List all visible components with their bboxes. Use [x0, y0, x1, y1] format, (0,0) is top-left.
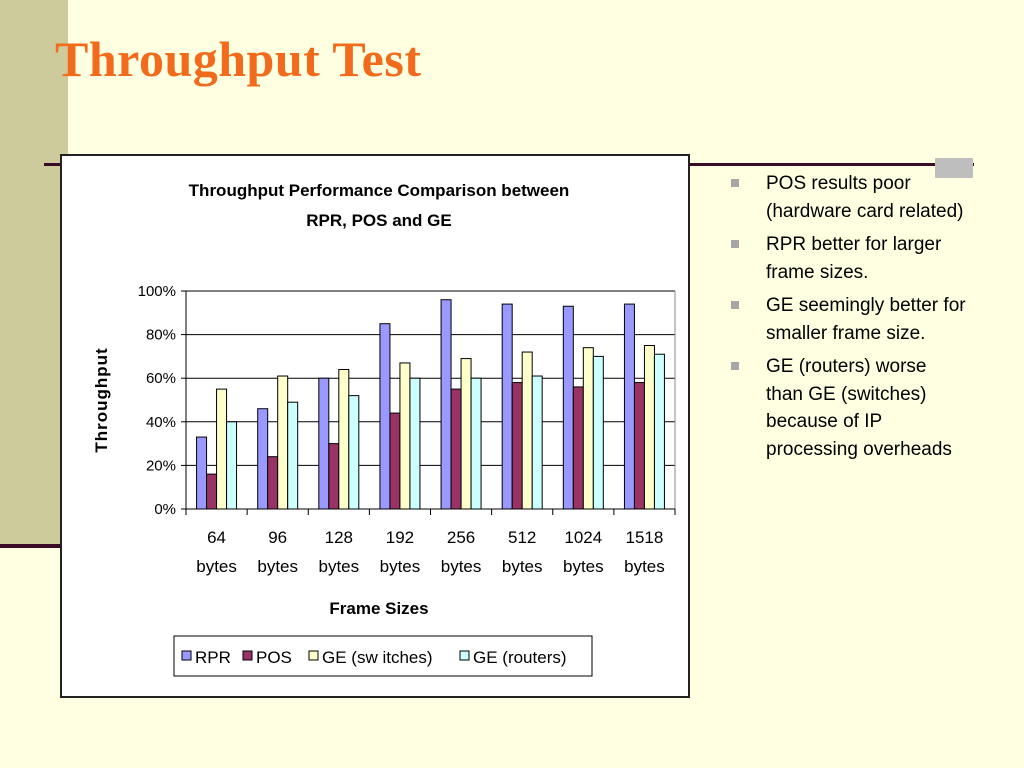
- bar-0: [623, 303, 635, 510]
- y-tick-label: 20%: [146, 457, 176, 474]
- chart-title: Throughput Performance Comparison betwee…: [189, 181, 570, 200]
- square-bullet-icon: [731, 240, 739, 248]
- bullet-text: GE seemingly better for smaller frame si…: [766, 295, 966, 344]
- y-tick-label: 40%: [146, 414, 176, 431]
- bar-2: [460, 358, 472, 510]
- bar-0: [501, 303, 513, 510]
- x-tick-label: 192: [386, 528, 414, 547]
- legend-label: RPR: [195, 648, 231, 667]
- bar-3: [653, 353, 665, 510]
- x-tick-label: bytes: [318, 557, 359, 576]
- bullet-item: RPR better for larger frame sizes.: [728, 231, 968, 286]
- bar-3: [531, 375, 543, 510]
- bullet-text: RPR better for larger frame sizes.: [766, 234, 942, 283]
- bar-0: [379, 323, 391, 510]
- bar-0: [257, 408, 269, 510]
- y-tick-label: 80%: [146, 327, 176, 344]
- y-axis-title: Throughput: [92, 347, 111, 452]
- bullet-item: GE (routers) worse than GE (switches) be…: [728, 353, 968, 463]
- bar-3: [287, 401, 299, 510]
- x-tick-label: bytes: [196, 557, 237, 576]
- bar-2: [521, 351, 533, 510]
- x-tick-label: 1518: [626, 528, 664, 547]
- bar-2: [643, 345, 655, 510]
- bar-2: [582, 347, 594, 510]
- bar-1: [389, 412, 401, 510]
- square-bullet-icon: [731, 362, 739, 370]
- legend-swatch: [181, 650, 192, 661]
- throughput-chart: Throughput Performance Comparison betwee…: [92, 181, 676, 677]
- bar-0: [440, 299, 452, 510]
- y-tick-label: 60%: [146, 370, 176, 387]
- chart-title: RPR, POS and GE: [306, 211, 451, 230]
- y-tick-label: 100%: [138, 283, 176, 300]
- bar-3: [226, 421, 238, 510]
- x-tick-label: 1024: [564, 528, 602, 547]
- x-tick-label: bytes: [502, 557, 543, 576]
- divider-line-bottom: [0, 544, 62, 548]
- bar-0: [562, 305, 574, 510]
- bullet-item: GE seemingly better for smaller frame si…: [728, 292, 968, 347]
- slide-title: Throughput Test: [55, 31, 422, 87]
- bar-3: [348, 395, 360, 510]
- bar-1: [633, 382, 645, 510]
- y-tick-label: 0%: [154, 501, 176, 518]
- bar-2: [277, 375, 289, 510]
- legend-label: POS: [256, 648, 292, 667]
- x-tick-label: bytes: [441, 557, 482, 576]
- square-bullet-icon: [731, 301, 739, 309]
- square-bullet-icon: [731, 179, 739, 187]
- bar-2: [338, 368, 350, 510]
- bar-1: [328, 443, 340, 510]
- bullet-text: POS results poor (hardware card related): [766, 173, 964, 222]
- bar-2: [216, 388, 228, 510]
- bar-2: [399, 362, 411, 510]
- chart-frame: Throughput Performance Comparison betwee…: [60, 154, 690, 698]
- bullet-text: GE (routers) worse than GE (switches) be…: [766, 356, 952, 460]
- bar-3: [409, 377, 421, 510]
- x-axis-title: Frame Sizes: [329, 599, 428, 618]
- bar-1: [206, 473, 218, 510]
- accent-bar: [935, 158, 973, 178]
- legend-swatch: [242, 650, 253, 661]
- x-tick-label: 128: [325, 528, 353, 547]
- bar-1: [572, 386, 584, 510]
- legend-swatch: [459, 650, 470, 661]
- x-tick-label: 256: [447, 528, 475, 547]
- legend-swatch: [308, 650, 319, 661]
- legend-label: GE (routers): [473, 648, 567, 667]
- bar-1: [511, 382, 523, 510]
- bar-3: [592, 355, 604, 510]
- x-tick-label: bytes: [563, 557, 604, 576]
- x-tick-label: 512: [508, 528, 536, 547]
- bar-0: [318, 377, 330, 510]
- x-tick-label: 64: [207, 528, 226, 547]
- bullet-item: POS results poor (hardware card related): [728, 170, 968, 225]
- bar-3: [470, 377, 482, 510]
- bar-1: [267, 456, 279, 510]
- bar-1: [450, 388, 462, 510]
- bar-0: [196, 436, 208, 510]
- legend-label: GE (sw itches): [322, 648, 433, 667]
- bullet-list: POS results poor (hardware card related)…: [728, 170, 968, 469]
- side-band: [0, 0, 68, 548]
- x-tick-label: bytes: [624, 557, 665, 576]
- x-tick-label: bytes: [257, 557, 298, 576]
- x-tick-label: 96: [268, 528, 287, 547]
- x-tick-label: bytes: [380, 557, 421, 576]
